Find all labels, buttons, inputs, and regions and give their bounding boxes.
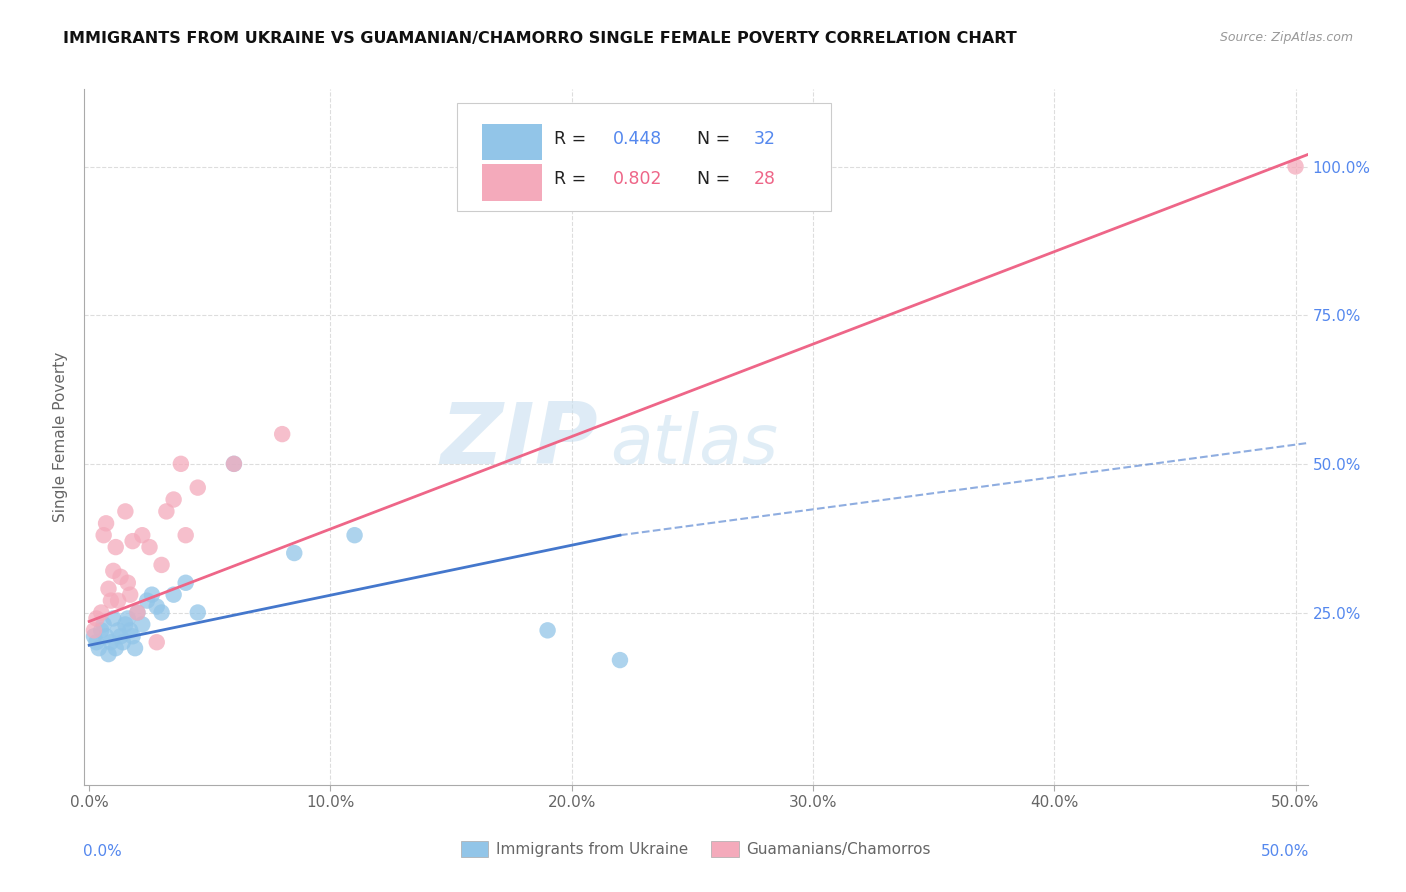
Point [93, 528, 115, 542]
Point [124, 641, 146, 656]
Point [1284, 160, 1306, 174]
Point [117, 611, 139, 625]
Point [187, 481, 209, 495]
Text: ZIP: ZIP [440, 399, 598, 482]
Point [111, 635, 134, 649]
Text: R =: R = [554, 129, 592, 147]
Point [121, 629, 143, 643]
Point [343, 528, 366, 542]
Point [145, 599, 167, 614]
Text: IMMIGRANTS FROM UKRAINE VS GUAMANIAN/CHAMORRO SINGLE FEMALE POVERTY CORRELATION : IMMIGRANTS FROM UKRAINE VS GUAMANIAN/CHA… [63, 31, 1017, 46]
Text: 0.0%: 0.0% [83, 844, 122, 859]
Point [609, 653, 631, 667]
Text: 0.802: 0.802 [613, 170, 662, 188]
Point [107, 593, 129, 607]
Point [100, 593, 122, 607]
Point [93, 617, 115, 632]
Text: N =: N = [686, 129, 735, 147]
Point [110, 629, 132, 643]
Point [86, 611, 108, 625]
FancyBboxPatch shape [482, 124, 541, 161]
Point [150, 558, 173, 572]
Point [162, 588, 184, 602]
Point [187, 606, 209, 620]
Point [138, 540, 160, 554]
Text: 32: 32 [754, 129, 776, 147]
Point [271, 427, 294, 442]
Point [150, 606, 173, 620]
Point [141, 588, 163, 602]
Point [87, 641, 110, 656]
Point [120, 624, 142, 638]
Point [94, 516, 117, 531]
Point [170, 457, 193, 471]
Point [83, 624, 105, 638]
Text: 50.0%: 50.0% [1260, 844, 1309, 859]
Text: N =: N = [686, 170, 735, 188]
Point [155, 504, 177, 518]
Point [536, 624, 558, 638]
Point [90, 624, 112, 638]
Point [121, 534, 143, 549]
Text: 28: 28 [754, 170, 776, 188]
Point [174, 575, 197, 590]
Point [104, 641, 127, 656]
Legend: Immigrants from Ukraine, Guamanians/Chamorros: Immigrants from Ukraine, Guamanians/Cham… [461, 841, 931, 857]
Point [127, 606, 149, 620]
Point [117, 575, 139, 590]
Point [90, 606, 112, 620]
Point [222, 457, 245, 471]
Point [94, 629, 117, 643]
Point [162, 492, 184, 507]
Point [100, 635, 122, 649]
Point [97, 647, 120, 661]
Point [110, 570, 132, 584]
Point [283, 546, 305, 560]
Text: R =: R = [554, 170, 592, 188]
Text: atlas: atlas [610, 410, 779, 477]
Point [120, 588, 142, 602]
Point [131, 528, 153, 542]
FancyBboxPatch shape [457, 103, 831, 211]
Text: 0.448: 0.448 [613, 129, 662, 147]
Point [83, 629, 105, 643]
Point [107, 624, 129, 638]
Point [174, 528, 197, 542]
Y-axis label: Single Female Poverty: Single Female Poverty [53, 352, 69, 522]
Point [103, 564, 125, 578]
Point [131, 617, 153, 632]
Point [103, 611, 125, 625]
FancyBboxPatch shape [482, 164, 541, 201]
Text: Source: ZipAtlas.com: Source: ZipAtlas.com [1219, 31, 1353, 45]
Point [114, 504, 136, 518]
Point [97, 582, 120, 596]
Point [104, 540, 127, 554]
Point [145, 635, 167, 649]
Point [136, 593, 159, 607]
Point [114, 617, 136, 632]
Point [222, 457, 245, 471]
Point [127, 606, 149, 620]
Point [86, 635, 108, 649]
